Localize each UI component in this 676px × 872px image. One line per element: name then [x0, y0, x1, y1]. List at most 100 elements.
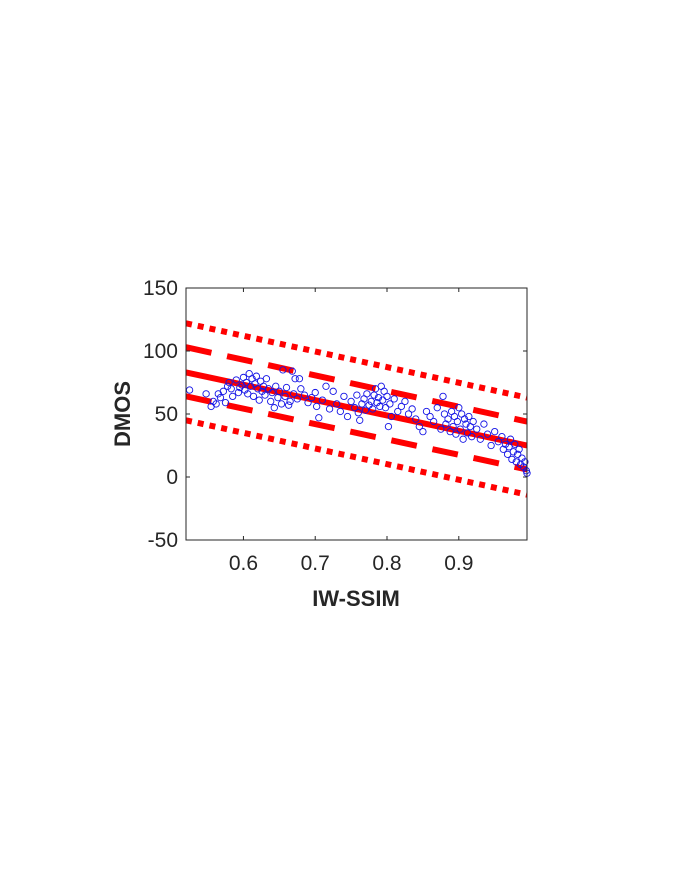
data-points: [185, 366, 531, 477]
y-tick-label: 100: [143, 340, 178, 363]
data-point: [313, 402, 321, 411]
data-point: [307, 393, 316, 402]
data-point: [383, 392, 391, 401]
data-point: [426, 412, 434, 421]
data-point: [494, 438, 502, 446]
data-point: [449, 422, 457, 431]
data-point: [285, 401, 293, 409]
data-point: [340, 392, 348, 401]
x-tick-label: 0.7: [301, 552, 330, 575]
data-point: [437, 425, 445, 433]
data-point: [379, 396, 387, 404]
y-axis-ticks: -50 0 50 100 150: [143, 277, 527, 552]
data-point: [422, 407, 431, 416]
data-point: [408, 405, 416, 413]
y-tick-label: -50: [148, 529, 178, 552]
data-point: [315, 414, 323, 422]
data-point: [234, 388, 243, 397]
data-point: [262, 375, 271, 383]
data-point: [221, 399, 230, 407]
data-point: [270, 404, 278, 412]
y-tick-label: 50: [155, 403, 178, 426]
data-point: [498, 433, 506, 441]
data-point: [419, 427, 427, 436]
data-point: [279, 366, 287, 374]
data-point: [281, 392, 289, 401]
data-point: [223, 382, 232, 390]
data-point: [468, 433, 476, 441]
data-point: [452, 430, 460, 438]
data-point: [374, 393, 383, 402]
data-point: [311, 388, 319, 397]
data-point: [229, 392, 237, 401]
data-point: [456, 425, 464, 433]
data-point: [501, 440, 510, 448]
data-point: [363, 390, 371, 398]
data-point: [430, 417, 438, 426]
data-point: [412, 415, 420, 423]
data-point: [390, 395, 398, 403]
data-point: [376, 402, 384, 411]
data-point: [347, 397, 355, 406]
data-point: [227, 385, 235, 393]
data-point: [297, 385, 305, 393]
data-point: [433, 404, 441, 412]
data-point: [387, 412, 395, 421]
data-point: [219, 387, 227, 395]
data-point: [322, 382, 330, 390]
data-point: [506, 435, 515, 443]
data-point: [261, 391, 269, 399]
x-tick-label: 0.9: [444, 552, 473, 575]
data-point: [246, 382, 255, 390]
data-point: [232, 376, 240, 384]
data-point: [404, 410, 413, 418]
data-point: [442, 420, 450, 428]
fit-line-dashed-1: [185, 344, 528, 425]
data-point: [460, 415, 469, 423]
data-point: [293, 395, 301, 403]
data-point: [508, 455, 516, 464]
data-point: [242, 378, 250, 387]
y-tick-label: 150: [143, 277, 178, 300]
data-point: [439, 392, 447, 401]
y-tick-label: 0: [166, 466, 178, 489]
fit-line-dotted-4: [185, 417, 528, 498]
data-point: [480, 420, 488, 428]
data-point: [459, 435, 467, 443]
data-point: [290, 390, 298, 398]
data-point: [354, 409, 362, 417]
data-point: [255, 396, 263, 404]
data-point: [397, 402, 406, 411]
data-point: [455, 404, 463, 412]
data-point: [384, 422, 393, 431]
data-point: [511, 440, 519, 448]
data-point: [336, 407, 344, 416]
data-point: [469, 417, 477, 426]
data-point: [343, 412, 352, 421]
data-point: [369, 405, 377, 413]
data-point: [415, 422, 423, 431]
data-point: [318, 396, 327, 404]
data-point: [202, 390, 210, 398]
data-point: [291, 375, 299, 383]
data-point: [515, 445, 523, 453]
data-point: [353, 391, 361, 399]
data-point: [444, 415, 452, 423]
data-point: [463, 429, 472, 437]
x-tick-label: 0.8: [372, 552, 401, 575]
data-point: [386, 400, 394, 408]
data-point: [272, 382, 280, 390]
data-point: [462, 420, 470, 428]
data-point: [275, 387, 283, 395]
data-point: [356, 416, 364, 424]
data-point: [453, 417, 462, 426]
plot-area: [186, 288, 527, 540]
data-point: [252, 372, 261, 380]
data-point: [401, 397, 409, 406]
data-point: [300, 391, 309, 399]
data-point: [512, 458, 520, 466]
fit-line-dotted-3: [185, 320, 528, 401]
data-point: [521, 458, 529, 466]
x-axis-label: IW-SSIM: [312, 586, 400, 611]
